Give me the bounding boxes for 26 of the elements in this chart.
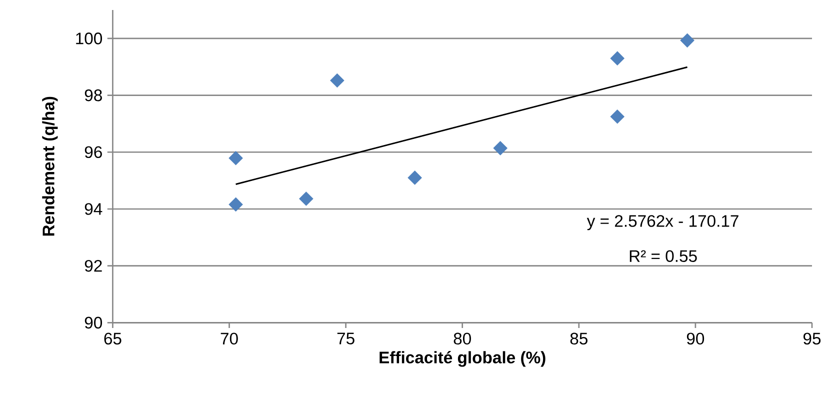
x-tick-label: 85 (570, 332, 588, 345)
x-tick-label: 70 (220, 332, 238, 345)
x-tick-label: 80 (454, 332, 471, 345)
y-axis-title: Rendement (q/ha) (42, 96, 58, 236)
annotation: y = 2.5762x - 170.17 (586, 215, 738, 230)
point (330, 73, 344, 88)
y-tick-label: 90 (84, 316, 102, 329)
point (493, 141, 508, 156)
annotation: R² = 0.55 (630, 250, 697, 262)
point (299, 192, 314, 206)
y-tick-label: 92 (84, 260, 102, 272)
y-tick-label: 98 (84, 89, 102, 102)
point (610, 51, 624, 66)
point (228, 151, 243, 166)
y-tick-label: 96 (84, 146, 102, 158)
y-tick-label: 100 (76, 32, 102, 44)
point (408, 170, 422, 185)
x-tick-label: 75 (337, 332, 354, 344)
x-axis-title: Efficacité globale (%) (380, 351, 546, 367)
x-tick-label: 65 (104, 332, 122, 345)
point (680, 33, 694, 48)
point (228, 197, 243, 212)
y-tick-label: 94 (84, 203, 102, 215)
x-tick-label: 90 (686, 332, 704, 345)
x-tick-label: 95 (803, 332, 821, 345)
point (610, 110, 624, 124)
